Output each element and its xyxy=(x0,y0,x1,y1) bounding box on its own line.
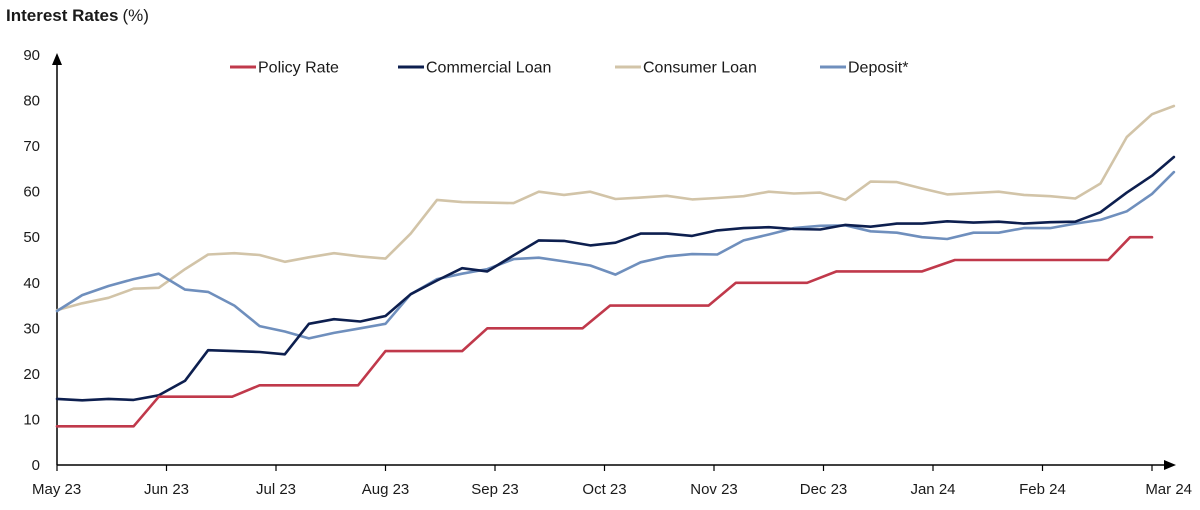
x-tick-label: Mar 24 xyxy=(1145,481,1192,498)
legend-label-deposit: Deposit* xyxy=(848,60,908,77)
x-tick-label: Dec 23 xyxy=(800,481,848,498)
y-tick-label: 0 xyxy=(32,457,40,474)
legend-label-consumer-loan: Consumer Loan xyxy=(643,60,757,77)
y-tick-label: 20 xyxy=(23,366,40,383)
x-tick-label: Nov 23 xyxy=(690,481,738,498)
chart-title-text: Interest Rates xyxy=(6,6,118,25)
y-tick-label: 10 xyxy=(23,411,40,428)
y-tick-label: 80 xyxy=(23,93,40,110)
series-line-policy-rate xyxy=(55,235,1154,428)
y-tick-label: 30 xyxy=(23,320,40,337)
x-axis-arrow-icon xyxy=(1164,460,1176,470)
y-tick-label: 90 xyxy=(23,47,40,64)
y-tick-label: 40 xyxy=(23,275,40,292)
x-tick-label: Aug 23 xyxy=(362,481,410,498)
x-tick-label: Feb 24 xyxy=(1019,481,1066,498)
chart-title-unit: (%) xyxy=(122,6,148,25)
y-tick-label: 60 xyxy=(23,184,40,201)
x-tick-label: May 23 xyxy=(32,481,81,498)
x-tick-label: Sep 23 xyxy=(471,481,519,498)
chart-title: Interest Rates (%) xyxy=(6,6,149,25)
x-tick-label: Jul 23 xyxy=(256,481,296,498)
x-tick-label: Jun 23 xyxy=(144,481,189,498)
x-axis-ticks: May 23 Jun 23 Jul 23 Aug 23 Sep 23 Oct 23 Nov … xyxy=(32,465,1192,498)
x-tick-label: Oct 23 xyxy=(582,481,626,498)
axes xyxy=(52,53,1176,470)
legend: Policy Rate Commercial Loan Consumer Loan D… xyxy=(230,60,908,77)
series-line-commercial-loan xyxy=(55,155,1176,402)
x-tick-label: Jan 24 xyxy=(910,481,955,498)
legend-label-commercial-loan: Commercial Loan xyxy=(426,60,551,77)
y-axis-arrow-icon xyxy=(52,53,62,65)
legend-label-policy-rate: Policy Rate xyxy=(258,60,339,77)
y-tick-label: 50 xyxy=(23,229,40,246)
series-line-consumer-loan xyxy=(55,104,1176,312)
series-line-deposit xyxy=(55,170,1176,340)
y-tick-label: 70 xyxy=(23,138,40,155)
series-lines xyxy=(55,104,1176,428)
y-axis-ticks: 0 10 20 30 40 50 60 70 80 90 xyxy=(23,47,40,474)
